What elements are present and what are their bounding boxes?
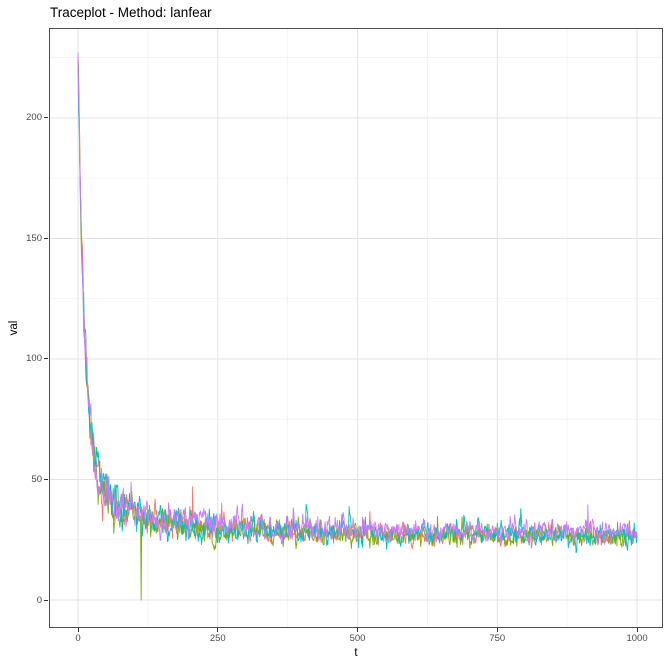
x-tick-mark xyxy=(636,628,638,632)
y-tick-mark xyxy=(44,358,48,360)
y-tick-mark xyxy=(44,237,48,239)
y-tick-mark xyxy=(44,599,48,601)
x-tick-mark xyxy=(77,628,79,632)
panel-border xyxy=(49,28,663,628)
y-tick-label: 0 xyxy=(36,594,42,606)
y-tick-label: 100 xyxy=(26,353,42,365)
x-axis-title: t xyxy=(354,647,358,659)
plot-title: Traceplot - Method: lanfear xyxy=(50,5,212,20)
trace-line-chain-3 xyxy=(77,57,638,554)
y-tick-label: 150 xyxy=(26,232,42,244)
x-tick-label: 750 xyxy=(489,633,506,644)
y-axis-title: val xyxy=(8,320,20,336)
trace-line-chain-4 xyxy=(77,52,638,545)
y-tick-mark xyxy=(44,117,48,119)
x-tick-mark xyxy=(496,628,498,632)
x-tick-label: 250 xyxy=(209,633,226,644)
x-tick-mark xyxy=(217,628,219,632)
x-tick-label: 0 xyxy=(75,633,81,644)
x-tick-label: 1000 xyxy=(626,633,648,644)
y-tick-label: 50 xyxy=(31,474,42,485)
y-tick-mark xyxy=(44,479,48,480)
y-tick-label: 200 xyxy=(26,112,42,124)
plot-panel xyxy=(49,28,663,628)
x-tick-label: 500 xyxy=(349,633,366,644)
x-tick-mark xyxy=(357,628,359,632)
